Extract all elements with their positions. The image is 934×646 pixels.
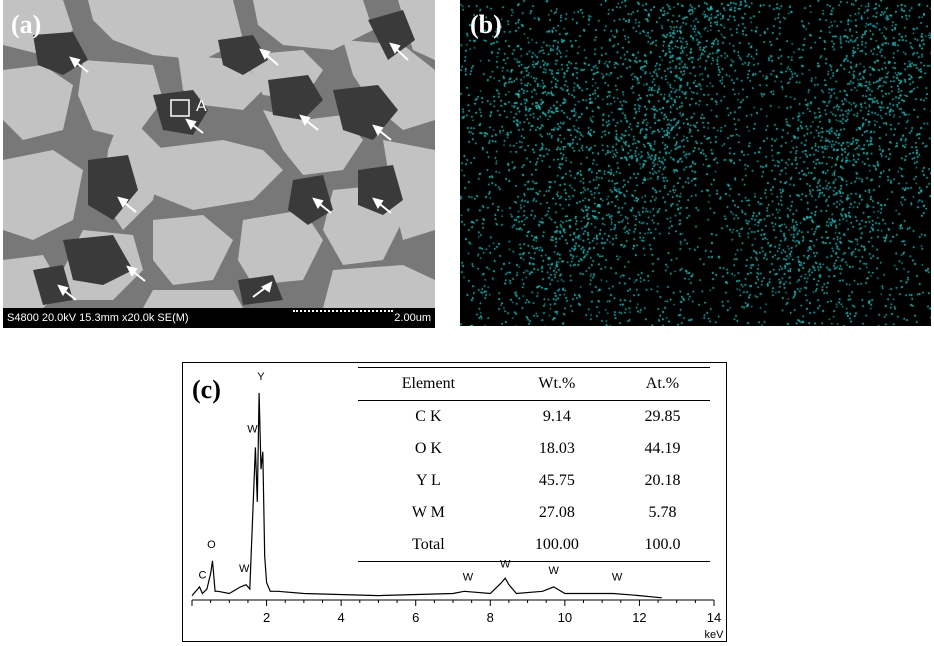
panel-label-c: (c): [192, 375, 221, 404]
sem-micrograph: (a) A S4800 20.0kV 15.3mm x20.0k SE(M) 2…: [3, 0, 435, 328]
cell: C K: [415, 408, 442, 425]
cell: O K: [414, 440, 442, 457]
cell: 45.75: [538, 472, 575, 489]
panel-label-a: (a): [11, 10, 42, 39]
sem-image: [3, 0, 435, 308]
spectrum-line: [191, 392, 662, 599]
cell: 100.00: [534, 536, 579, 553]
eds-map: (b): [460, 0, 931, 326]
cell: W M: [411, 504, 445, 521]
eds-dot-map: [460, 0, 931, 326]
peak-labels: C O W W Y W W W W: [198, 371, 622, 584]
cell: 9.14: [542, 408, 571, 425]
region-a-label: A: [196, 98, 207, 115]
peak-label: W: [239, 563, 250, 575]
table-row: C K 9.14 29.85: [358, 401, 710, 434]
table-row: O K 18.03 44.19: [358, 433, 710, 465]
table-row: Total 100.00 100.0: [358, 529, 710, 562]
eds-spectrum-chart: 2 4 6 8 10 12 14 C O W W Y W W W W keV: [182, 362, 727, 642]
peak-label: W: [500, 559, 511, 571]
x-tick-label: 4: [338, 610, 345, 625]
header-at: At.%: [645, 375, 680, 392]
table-row: W M 27.08 5.78: [358, 497, 710, 529]
sem-info-text: S4800 20.0kV 15.3mm x20.0k SE(M): [7, 312, 189, 324]
x-tick-label: 14: [707, 610, 721, 625]
cell: 100.0: [644, 536, 681, 553]
x-tick-label: 6: [412, 610, 419, 625]
scale-ticks: [293, 310, 393, 316]
header-wt: Wt.%: [538, 375, 576, 392]
chart-frame: [182, 362, 727, 642]
cell: 44.19: [644, 440, 681, 457]
cell: 18.03: [538, 440, 575, 457]
region-a-box: [170, 99, 190, 117]
scale-bar-label: 2.00um: [394, 312, 431, 324]
x-axis-label: keV: [705, 629, 725, 641]
cell: Total: [412, 536, 445, 553]
cell: 29.85: [644, 408, 681, 425]
x-tick-label: 2: [263, 610, 270, 625]
x-tick-label: 12: [632, 610, 646, 625]
peak-label: O: [207, 539, 216, 551]
x-tick-label: 8: [487, 610, 494, 625]
header-element: Element: [401, 375, 456, 392]
cell: Y L: [416, 472, 441, 489]
sem-info-bar: S4800 20.0kV 15.3mm x20.0k SE(M) 2.00um: [3, 308, 435, 328]
peak-label: C: [198, 570, 206, 582]
x-axis: 2 4 6 8 10 12 14: [191, 599, 721, 625]
table-header-row: Element Wt.% At.%: [358, 367, 710, 401]
cell: 20.18: [644, 472, 681, 489]
panel-label-b: (b): [470, 10, 502, 39]
peak-label: W: [463, 572, 474, 584]
peak-label: W: [612, 572, 623, 584]
peak-label: W: [548, 565, 559, 577]
cell: 27.08: [538, 504, 575, 521]
cell: 5.78: [648, 504, 677, 521]
peak-label: Y: [257, 371, 265, 383]
x-tick-label: 10: [558, 610, 572, 625]
peak-label: W: [247, 424, 258, 436]
composition-table: Element Wt.% At.% C K 9.14 29.85 O K 18.03 4…: [358, 367, 710, 562]
table-row: Y L 45.75 20.18: [358, 465, 710, 497]
